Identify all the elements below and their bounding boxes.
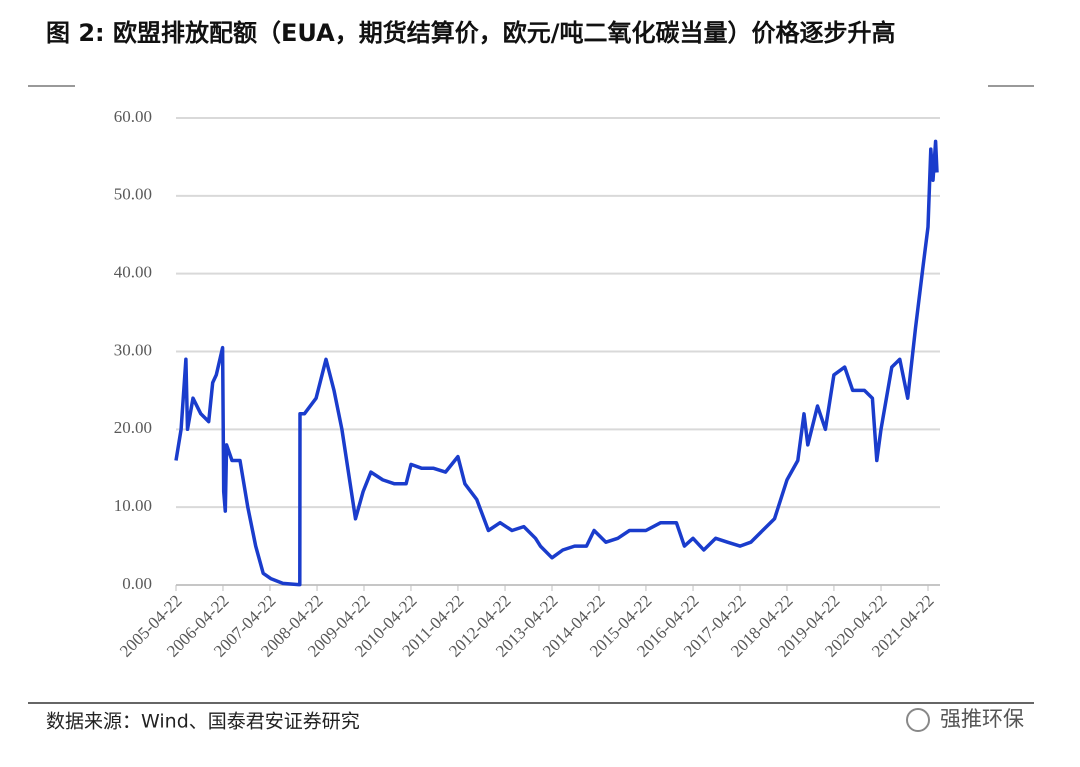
y-tick-label: 10.00 [114, 496, 152, 515]
watermark: 强推环保 [940, 707, 1024, 731]
watermark-icon [906, 708, 930, 732]
y-tick-label: 50.00 [114, 185, 152, 204]
price-line [174, 139, 939, 587]
y-tick-label: 20.00 [114, 418, 152, 437]
y-tick-label: 60.00 [114, 107, 152, 126]
y-tick-label: 0.00 [122, 574, 152, 593]
source: 数据来源：Wind、国泰君安证券研究 [46, 711, 360, 733]
y-tick-label: 30.00 [114, 340, 152, 359]
chart-title: 图 2: 欧盟排放配额（EUA，期货结算价，欧元/吨二氧化碳当量）价格逐步升高 [46, 19, 896, 47]
y-tick-label: 40.00 [114, 263, 152, 282]
